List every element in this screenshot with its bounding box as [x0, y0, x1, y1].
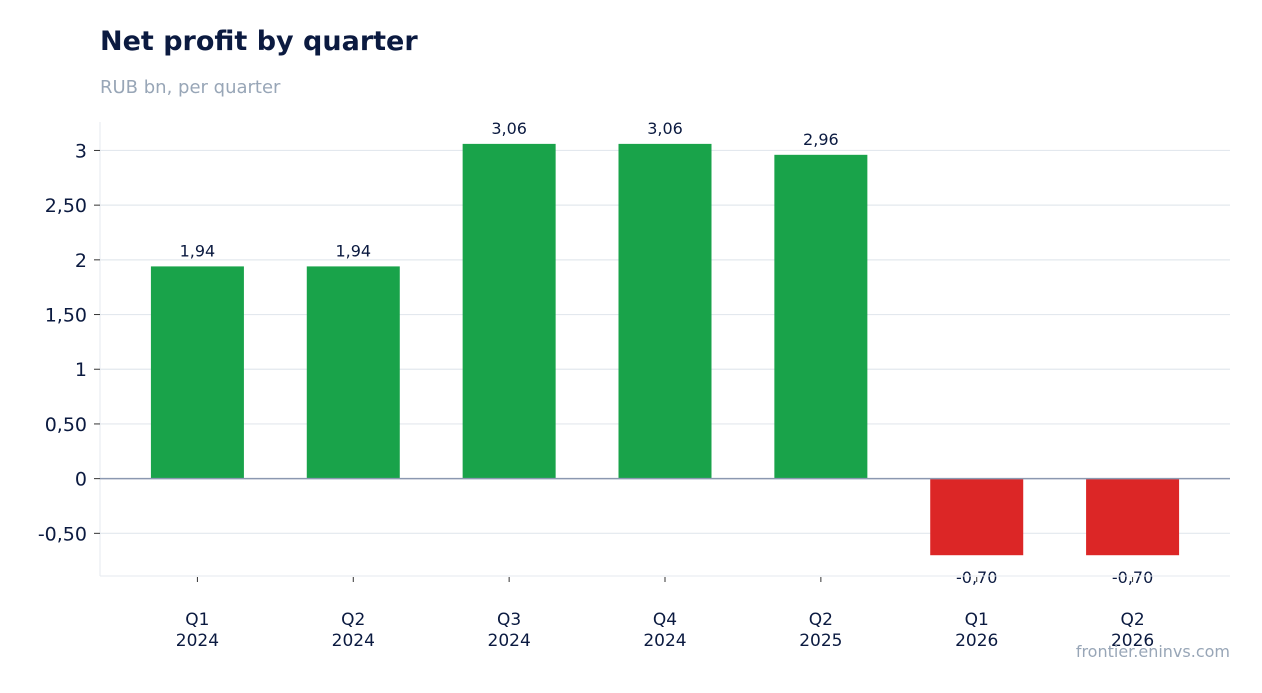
y-tick-label: 2,50: [45, 195, 87, 217]
x-tick-label-year: 2025: [799, 631, 842, 651]
bar: [306, 266, 400, 479]
x-tick-label-year: 2026: [955, 631, 998, 651]
x-tick-label-quarter: Q2: [1120, 610, 1144, 630]
y-tick-label: 2: [75, 250, 87, 272]
value-label: 1,94: [180, 241, 216, 260]
y-tick-label: 0,50: [45, 414, 87, 436]
x-tick-label-quarter: Q2: [809, 610, 833, 630]
x-tick-label-quarter: Q1: [185, 610, 209, 630]
bar: [150, 266, 244, 479]
chart-title: Net profit by quarter: [100, 26, 418, 57]
y-tick-label: 1: [75, 359, 87, 381]
bar: [462, 143, 556, 479]
x-tick-label-quarter: Q1: [965, 610, 989, 630]
y-tick-label: 0: [75, 469, 87, 491]
bar: [1086, 478, 1180, 556]
x-tick-label-year: 2026: [1111, 631, 1154, 651]
value-label: 3,06: [647, 119, 683, 138]
value-label: 3,06: [491, 119, 527, 138]
x-tick-label-year: 2024: [176, 631, 219, 651]
source-credit: frontier.eninvs.com: [1075, 642, 1230, 661]
x-tick-label-year: 2024: [488, 631, 531, 651]
chart-subtitle: RUB bn, per quarter: [100, 77, 281, 98]
y-tick-label: 3: [75, 140, 87, 162]
bar-layer: [150, 143, 1180, 556]
x-tick-label-year: 2024: [332, 631, 375, 651]
x-tick-label-quarter: Q4: [653, 610, 677, 630]
x-tick-label-quarter: Q3: [497, 610, 521, 630]
x-tick-label-year: 2024: [643, 631, 686, 651]
bar: [930, 478, 1024, 556]
axis-layer: -0,5000,5011,5022,503Q12024Q22024Q32024Q…: [38, 122, 1230, 651]
y-tick-label: 1,50: [45, 305, 87, 327]
bar: [618, 143, 712, 479]
y-tick-label: -0,50: [38, 523, 87, 545]
x-tick-label-quarter: Q2: [341, 610, 365, 630]
value-label: 1,94: [335, 241, 371, 260]
bar: [774, 154, 868, 479]
value-label: 2,96: [803, 130, 839, 149]
